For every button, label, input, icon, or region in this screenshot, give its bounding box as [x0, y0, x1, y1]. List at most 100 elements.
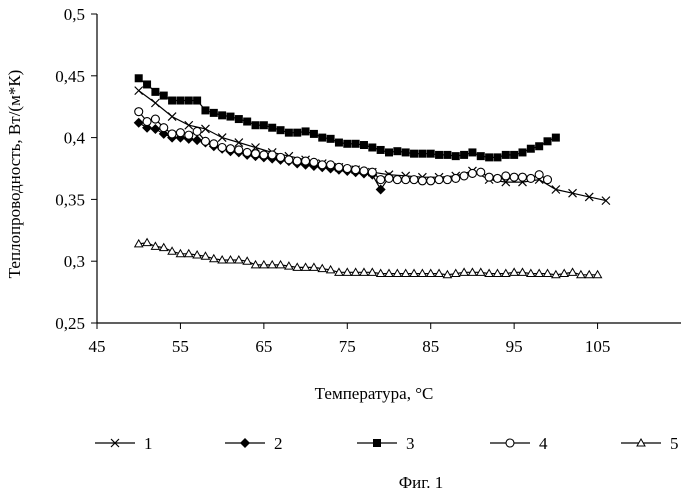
legend-label: 4: [539, 434, 548, 453]
x-tick-label: 65: [255, 337, 272, 356]
series-2-point: [134, 118, 144, 128]
series-4-point: [418, 177, 426, 185]
series-1-point: [218, 134, 226, 142]
series-3-point: [418, 150, 426, 158]
series-3-point: [143, 80, 151, 88]
series-4-point: [318, 161, 326, 169]
legend-label: 1: [144, 434, 153, 453]
y-axis-label: Теплопроводность, Вт/(м*К): [5, 70, 24, 279]
series-3-point: [502, 151, 510, 159]
series-4-point: [143, 118, 151, 126]
series-4-point: [151, 115, 159, 123]
series-1-point: [151, 99, 159, 107]
x-tick-label: 45: [89, 337, 106, 356]
series-2-point: [150, 124, 160, 134]
series-4-point: [410, 176, 418, 184]
series-3-point: [235, 115, 243, 123]
series-3-point: [335, 139, 343, 147]
legend-item-1: 1: [95, 434, 153, 453]
series-3-point: [343, 140, 351, 148]
series-4-point: [477, 168, 485, 176]
series-4-point: [402, 176, 410, 184]
series-3-point: [268, 124, 276, 132]
series-4-point: [493, 174, 501, 182]
legend-marker: [373, 439, 381, 447]
legend-item-3: 3: [357, 434, 415, 453]
series-3-point: [377, 146, 385, 154]
series-4-point: [168, 130, 176, 138]
series-4-point: [201, 137, 209, 145]
series-group: [134, 74, 610, 278]
series-4-point: [302, 157, 310, 165]
series-4-point: [243, 148, 251, 156]
series-3-point: [535, 142, 543, 150]
series-4-point: [468, 169, 476, 177]
x-tick-label: 75: [339, 337, 356, 356]
series-3-point: [260, 121, 268, 129]
legend-marker: [506, 439, 514, 447]
series-3: [135, 74, 560, 161]
series-4-point: [218, 143, 226, 151]
series-4-point: [485, 173, 493, 181]
y-tick-label: 0,35: [55, 190, 85, 209]
x-tick-label: 55: [172, 337, 189, 356]
series-2-point: [376, 185, 386, 195]
legend-label: 3: [406, 434, 415, 453]
series-5-point: [143, 239, 151, 246]
series-3-point: [544, 137, 552, 145]
x-tick-label: 95: [506, 337, 523, 356]
series-4-point: [193, 127, 201, 135]
series-3-point: [410, 150, 418, 158]
series-3-point: [360, 141, 368, 149]
series-3-point: [352, 140, 360, 148]
series-1-point: [135, 87, 143, 95]
x-tick-label: 85: [422, 337, 439, 356]
series-3-point: [368, 143, 376, 151]
series-4: [135, 108, 552, 185]
series-3-point: [527, 145, 535, 153]
series-5-point: [569, 268, 577, 275]
series-3-point: [193, 97, 201, 105]
series-3-point: [302, 127, 310, 135]
series-4-point: [377, 176, 385, 184]
series-3-point: [460, 151, 468, 159]
series-3-point: [310, 130, 318, 138]
series-4-point: [176, 129, 184, 137]
series-4-point: [443, 176, 451, 184]
series-4-point: [135, 108, 143, 116]
legend-item-5: 5: [621, 434, 679, 453]
series-3-point: [151, 88, 159, 96]
y-tick-label: 0,45: [55, 67, 85, 86]
series-4-point: [360, 167, 368, 175]
series-4-point: [160, 124, 168, 132]
series-3-point: [168, 97, 176, 105]
series-4-point: [452, 174, 460, 182]
series-4-point: [327, 161, 335, 169]
series-1-point: [201, 125, 209, 133]
y-tick-label: 0,4: [64, 129, 86, 148]
legend-item-4: 4: [490, 434, 548, 453]
series-4-point: [435, 176, 443, 184]
series-3-point: [160, 92, 168, 100]
series-4-point: [277, 153, 285, 161]
y-tick-label: 0,3: [64, 252, 85, 271]
series-3-point: [393, 147, 401, 155]
series-3-point: [218, 111, 226, 119]
series-4-point: [343, 165, 351, 173]
series-3-point: [252, 121, 260, 129]
series-3-point: [185, 97, 193, 105]
series-3-point: [402, 148, 410, 156]
series-3-point: [243, 118, 251, 126]
series-4-point: [252, 150, 260, 158]
legend-label: 2: [274, 434, 283, 453]
series-2-point: [192, 135, 202, 145]
series-3-point: [510, 151, 518, 159]
series-4-point: [210, 140, 218, 148]
series-3-point: [443, 151, 451, 159]
series-4-point: [260, 151, 268, 159]
series-3-point: [293, 129, 301, 137]
series-1-point: [168, 113, 176, 121]
series-3-point: [385, 148, 393, 156]
legend-item-2: 2: [225, 434, 283, 453]
